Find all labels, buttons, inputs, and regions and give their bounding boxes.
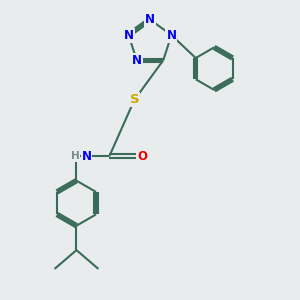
Text: O: O (137, 150, 147, 163)
Text: H: H (70, 151, 79, 161)
Text: N: N (132, 54, 142, 67)
Text: N: N (124, 28, 134, 42)
Text: N: N (145, 13, 155, 26)
Text: N: N (82, 150, 92, 163)
Text: S: S (130, 93, 139, 106)
Text: N: N (167, 28, 176, 42)
